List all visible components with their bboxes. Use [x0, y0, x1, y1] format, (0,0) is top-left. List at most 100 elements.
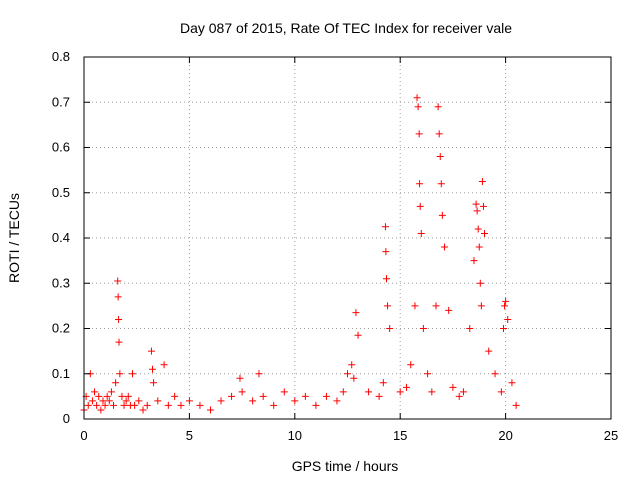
data-point — [322, 392, 330, 400]
data-point — [114, 293, 122, 301]
data-point — [466, 325, 474, 332]
data-point — [301, 392, 309, 400]
data-point — [122, 397, 130, 405]
data-point — [352, 309, 360, 317]
data-point — [115, 338, 123, 346]
data-point — [375, 392, 383, 400]
data-point — [143, 401, 151, 409]
data-point — [478, 177, 486, 185]
data-point — [365, 388, 373, 396]
data-point — [508, 379, 516, 387]
data-point — [291, 397, 299, 405]
data-point — [280, 388, 288, 396]
x-tick-label: 5 — [186, 428, 193, 443]
data-point — [93, 401, 101, 409]
data-points — [80, 94, 520, 414]
y-tick-label: 0.6 — [52, 140, 70, 155]
data-point — [177, 401, 185, 409]
data-point — [417, 229, 425, 237]
data-point — [403, 383, 411, 391]
x-axis-label: GPS time / hours — [292, 458, 399, 474]
data-point — [120, 401, 128, 409]
data-point — [348, 361, 356, 369]
data-point — [131, 401, 139, 409]
data-point — [381, 223, 389, 231]
data-point — [415, 130, 423, 138]
data-point — [206, 406, 214, 414]
data-point — [437, 180, 445, 188]
data-point — [149, 365, 157, 373]
data-point — [350, 374, 358, 382]
data-point — [413, 94, 421, 102]
data-point — [196, 401, 204, 409]
data-point — [150, 379, 158, 387]
data-point — [118, 392, 126, 400]
data-point — [435, 130, 443, 138]
data-point — [112, 379, 120, 387]
data-point — [455, 392, 463, 400]
data-point — [97, 406, 105, 414]
data-point — [416, 180, 424, 188]
data-point — [344, 370, 351, 378]
data-point — [84, 401, 92, 409]
data-point — [434, 103, 442, 111]
data-point — [171, 392, 179, 400]
y-tick-label: 0.5 — [52, 185, 70, 200]
data-point — [440, 243, 448, 251]
data-point — [477, 302, 485, 310]
data-point — [114, 277, 122, 285]
data-point — [147, 347, 155, 355]
data-point — [217, 397, 225, 405]
data-point — [502, 297, 510, 305]
data-point — [333, 397, 341, 405]
data-point — [103, 392, 111, 400]
data-point — [396, 388, 404, 396]
data-point — [416, 202, 424, 210]
data-point — [116, 370, 124, 378]
y-tick-label: 0.8 — [52, 49, 70, 64]
data-point — [472, 200, 480, 208]
data-point — [475, 243, 483, 251]
data-point — [105, 397, 113, 405]
chart-title: Day 087 of 2015, Rate Of TEC Index for r… — [180, 20, 512, 36]
data-point — [512, 401, 520, 409]
data-point — [238, 388, 246, 396]
data-point — [473, 207, 481, 215]
data-point — [382, 275, 390, 283]
data-point — [110, 401, 118, 409]
data-point — [481, 229, 489, 237]
data-point — [124, 392, 132, 400]
data-point — [382, 248, 390, 256]
data-point — [270, 401, 278, 409]
data-point — [99, 397, 107, 405]
data-point — [474, 225, 482, 233]
data-point — [411, 302, 419, 310]
data-point — [228, 392, 236, 400]
data-point — [88, 397, 96, 405]
data-point — [154, 397, 162, 405]
data-point — [499, 325, 507, 332]
data-point — [160, 361, 168, 369]
data-point — [428, 388, 436, 396]
data-point — [479, 202, 487, 210]
data-point — [384, 302, 392, 310]
data-point — [436, 153, 444, 161]
data-point — [501, 302, 509, 310]
data-point — [497, 388, 505, 396]
data-point — [249, 397, 257, 405]
data-point — [476, 279, 484, 287]
data-point — [449, 383, 457, 391]
data-point — [135, 397, 143, 405]
data-point — [164, 401, 172, 409]
x-tick-label: 0 — [80, 428, 87, 443]
data-point — [379, 379, 387, 387]
data-point — [419, 325, 427, 332]
data-point — [386, 325, 394, 332]
y-axis-label: ROTI / TECUs — [6, 193, 22, 283]
y-tick-label: 0.2 — [52, 321, 70, 336]
y-tick-label: 0.1 — [52, 366, 70, 381]
data-point — [312, 401, 320, 409]
data-point — [139, 406, 147, 414]
